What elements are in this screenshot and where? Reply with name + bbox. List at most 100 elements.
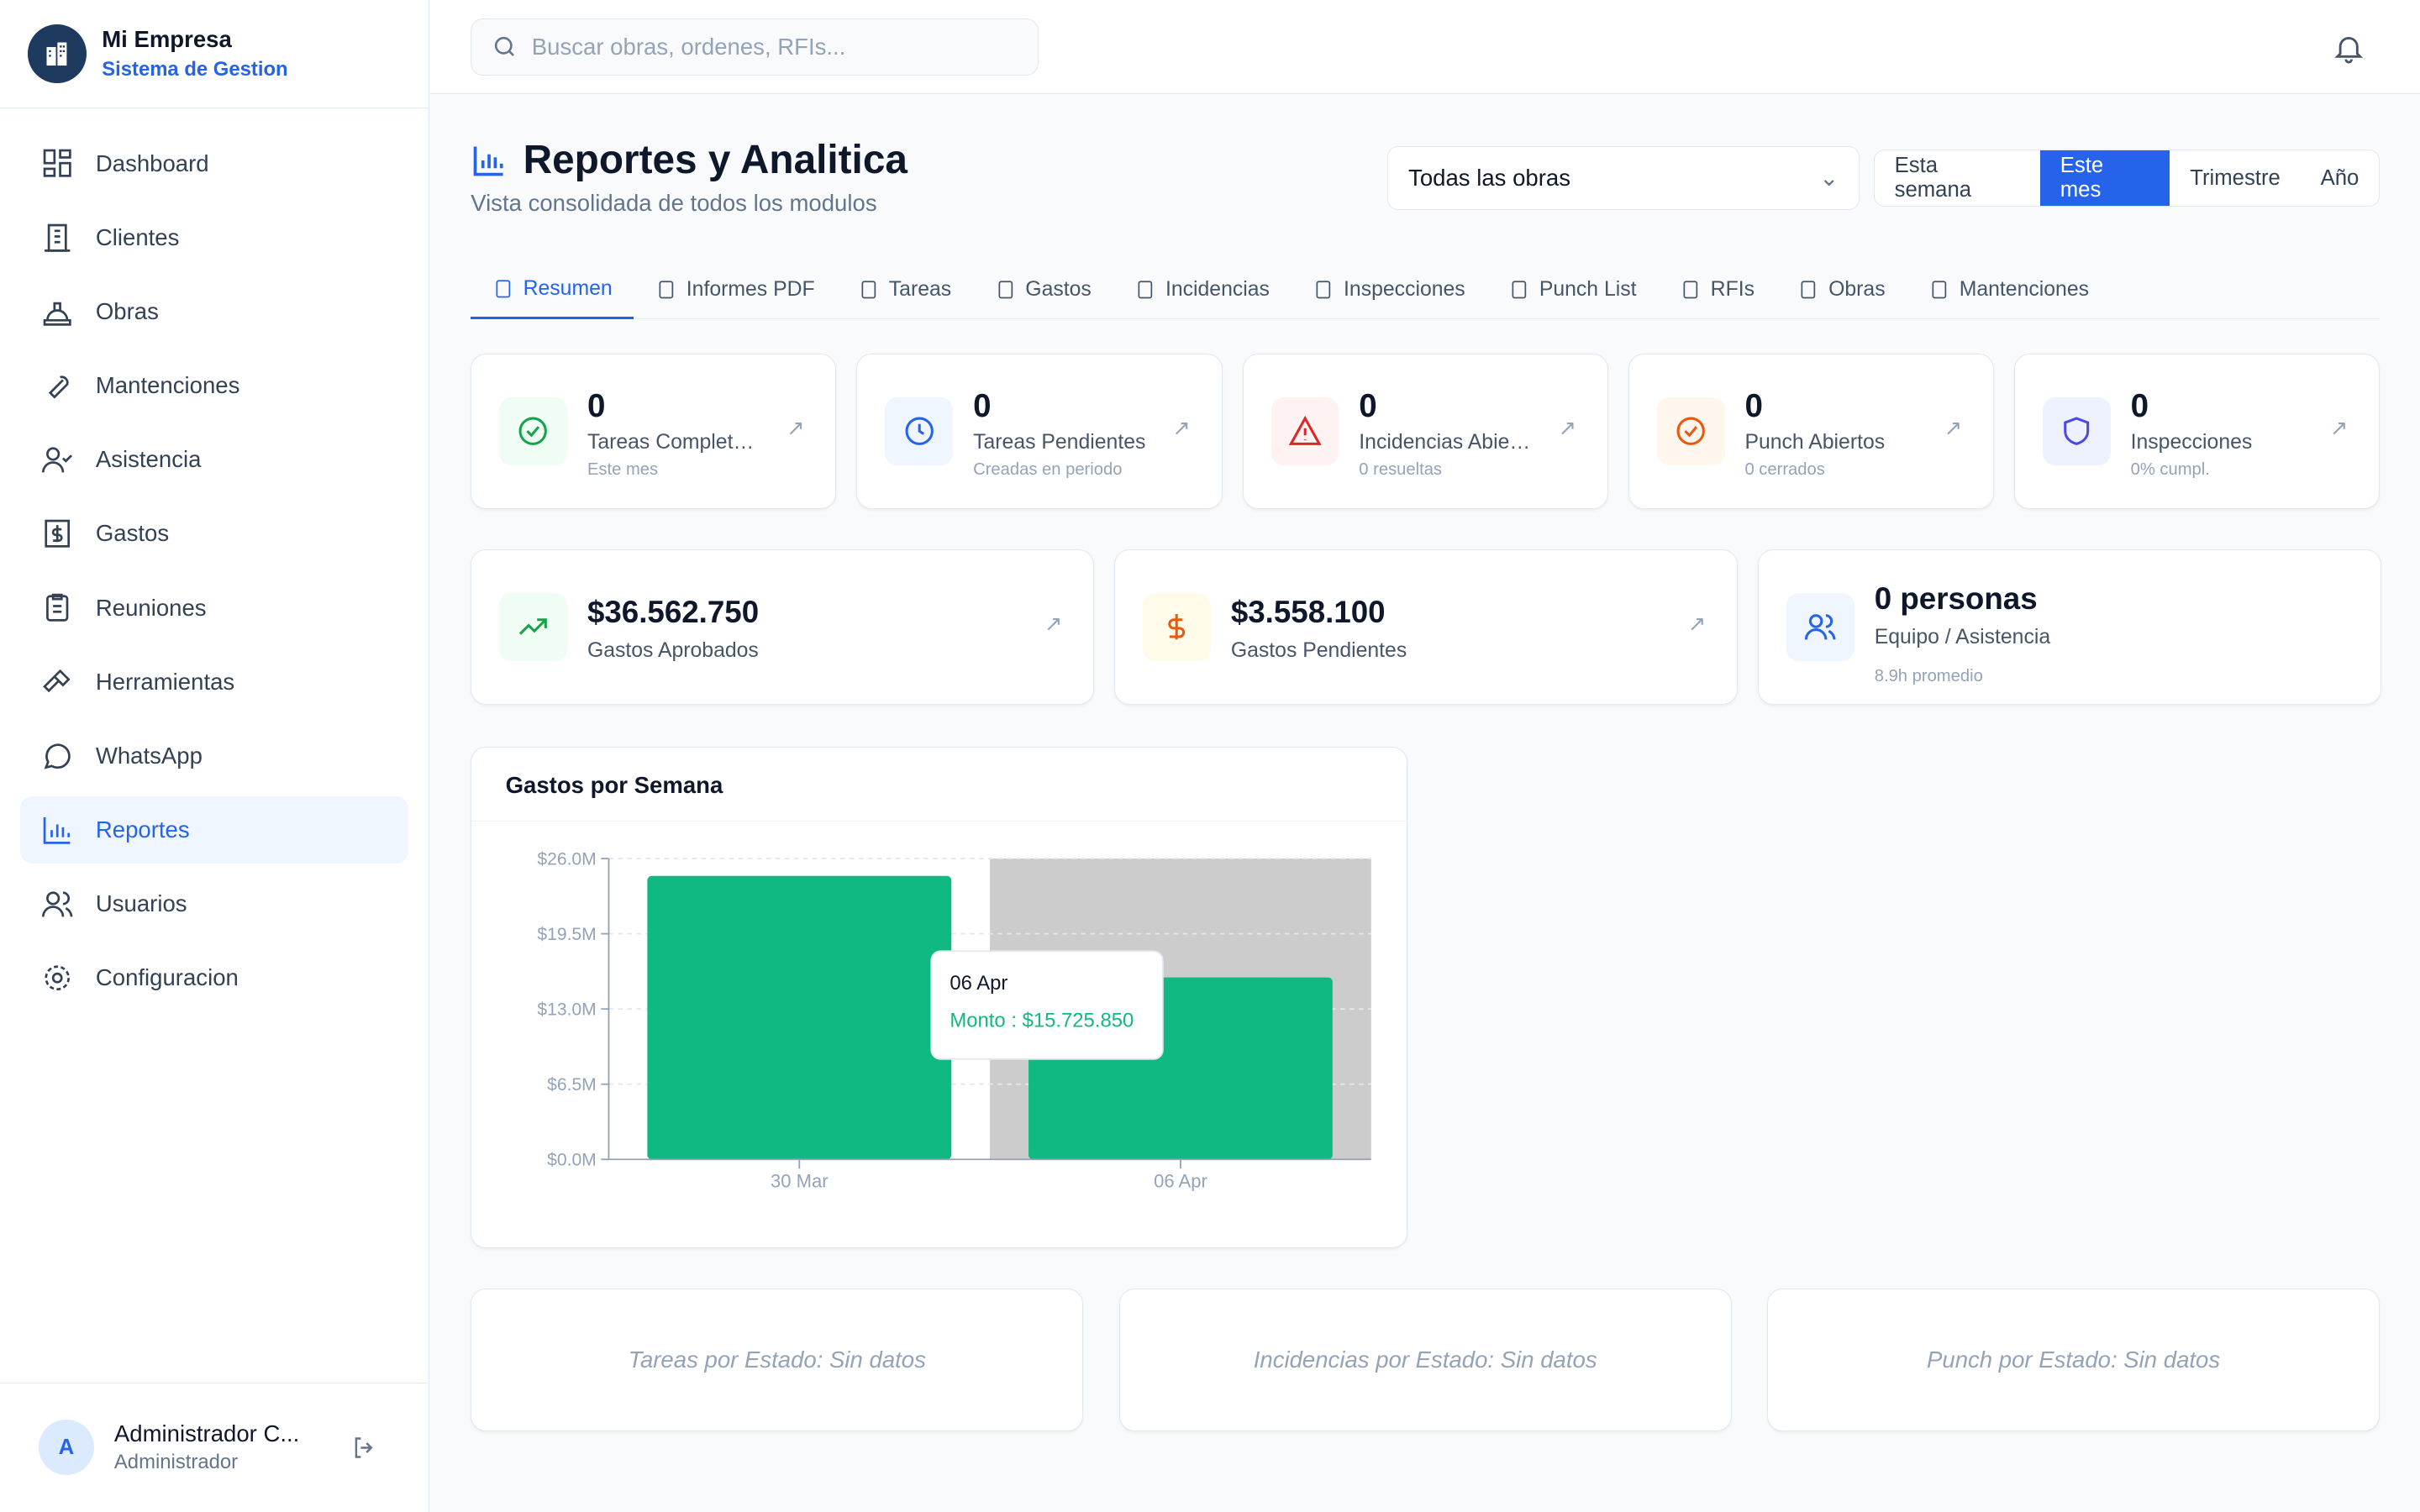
tab-resumen[interactable]: Resumen xyxy=(471,260,634,320)
sidebar-item-label: Herramientas xyxy=(95,668,235,695)
tab-label: Obras xyxy=(1828,278,1886,302)
usuarios-icon xyxy=(41,891,73,917)
tab-rfis[interactable]: RFIs xyxy=(1658,260,1776,319)
sidebar-item-label: Dashboard xyxy=(95,150,209,176)
tab-icon xyxy=(1801,281,1816,299)
kpi-icon xyxy=(885,397,954,465)
sidebar-item-label: Obras xyxy=(95,297,159,324)
tooltip xyxy=(930,950,1164,1060)
tab-punch-list[interactable]: Punch List xyxy=(1486,260,1658,319)
summary-detail: 8.9h promedio xyxy=(1874,667,1983,686)
user-role: Administrador xyxy=(113,1451,239,1474)
summary-card[interactable]: $3.558.100 Gastos Pendientes ↗ xyxy=(1114,549,1739,706)
sidebar-item-mantenciones[interactable]: Mantenciones xyxy=(20,352,408,420)
kpi-card[interactable]: 0 Tareas Pendientes Creadas en periodo ↗ xyxy=(856,353,1223,510)
herramientas-icon xyxy=(42,669,71,692)
period-2[interactable]: Trimestre xyxy=(2190,165,2281,190)
chevron-down-icon: ⌄ xyxy=(1819,165,1839,192)
x-tick-label: 30 Mar xyxy=(771,1170,829,1191)
empty-chart-card: Punch por Estado: Sin datos xyxy=(1767,1288,2381,1432)
tab-informes-pdf[interactable]: Informes PDF xyxy=(634,260,836,319)
mantenciones-icon xyxy=(48,375,69,399)
tab-incidencias[interactable]: Incidencias xyxy=(1113,260,1292,319)
kpi-card[interactable]: 0 Punch Abiertos 0 cerrados ↗ xyxy=(1628,353,1994,510)
tab-icon xyxy=(659,281,674,299)
summary-label: Gastos Aprobados xyxy=(587,639,759,663)
y-tick-label: $6.5M xyxy=(547,1075,597,1095)
empty-chart-card: Tareas por Estado: Sin datos xyxy=(471,1288,1084,1432)
sidebar-item-clientes[interactable]: Clientes xyxy=(20,203,408,271)
summary-icon xyxy=(1143,593,1211,662)
sidebar-item-reportes[interactable]: Reportes xyxy=(19,795,408,864)
kpi-icon xyxy=(499,397,568,465)
avatar[interactable]: A xyxy=(38,1420,95,1476)
tab-inspecciones[interactable]: Inspecciones xyxy=(1292,260,1487,319)
bar-chart-icon xyxy=(473,146,503,176)
empty-chart-card: Incidencias por Estado: Sin datos xyxy=(1118,1288,1732,1432)
user-name: Administrador C... xyxy=(113,1420,300,1447)
gastos-icon xyxy=(45,519,70,548)
arrow-up-right-icon: ↗ xyxy=(1687,612,1707,637)
sidebar-item-whatsapp[interactable]: WhatsApp xyxy=(20,722,408,790)
tooltip-value: Monto : $15.725.850 xyxy=(950,1009,1134,1032)
kpi-card[interactable]: 0 Incidencias Abiertas 0 resueltas ↗ xyxy=(1242,353,1608,510)
sidebar-item-obras[interactable]: Obras xyxy=(20,278,408,346)
summary-icon xyxy=(499,593,568,662)
sidebar-item-asistencia[interactable]: Asistencia xyxy=(20,426,408,494)
period-0[interactable]: Esta semana xyxy=(1894,154,1972,202)
kpi-card[interactable]: 0 Tareas Completadas Este mes ↗ xyxy=(471,353,837,510)
tab-mantenciones[interactable]: Mantenciones xyxy=(1907,260,2110,319)
bell-icon[interactable] xyxy=(2332,31,2365,65)
tab-icon xyxy=(1683,281,1698,299)
main-content: Reportes y Analitica Vista consolidada d… xyxy=(471,94,2381,1432)
page-title-text: Reportes y Analitica xyxy=(523,138,908,183)
kpi-label: Inspecciones xyxy=(2130,431,2253,454)
sidebar-item-reuniones[interactable]: Reuniones xyxy=(20,574,408,642)
whatsapp-icon xyxy=(44,743,71,769)
sidebar-item-label: Reuniones xyxy=(95,594,207,621)
summary-card[interactable]: 0 personas Equipo / Asistencia 8.9h promed… xyxy=(1757,549,2381,706)
period-3[interactable]: Año xyxy=(2320,165,2360,190)
tab-obras[interactable]: Obras xyxy=(1776,260,1907,319)
configuracion-icon xyxy=(45,965,70,991)
sidebar-item-configuracion[interactable]: Configuracion xyxy=(20,944,408,1012)
sidebar: Mi Empresa Sistema de Gestion Dashboard Cl… xyxy=(0,0,429,1512)
logout-icon[interactable] xyxy=(350,1434,378,1462)
tab-icon xyxy=(1138,281,1153,299)
kpi-icon xyxy=(2042,397,2111,465)
search-box[interactable] xyxy=(471,18,1039,76)
building-logo-icon xyxy=(28,24,87,83)
kpi-detail: 0 cerrados xyxy=(1744,460,1825,480)
arrow-up-right-icon: ↗ xyxy=(1172,417,1191,441)
kpi-value: 0 xyxy=(2130,388,2149,424)
tab-tareas[interactable]: Tareas xyxy=(836,260,973,319)
project-select[interactable]: Todas las obras ⌄ xyxy=(1387,146,1860,210)
chart-title: Gastos por Semana xyxy=(471,748,1407,822)
kpi-value: 0 xyxy=(587,388,606,424)
sidebar-item-gastos[interactable]: Gastos xyxy=(20,500,408,568)
tab-icon xyxy=(496,280,511,298)
period-1[interactable]: Este mes xyxy=(2039,150,2170,207)
project-select-value: Todas las obras xyxy=(1408,165,1570,192)
summary-value: 0 personas xyxy=(1874,580,2038,616)
arrow-up-right-icon: ↗ xyxy=(1558,417,1577,441)
search-input[interactable] xyxy=(531,34,995,60)
reportes-icon xyxy=(43,816,71,844)
clientes-icon xyxy=(44,223,71,252)
tab-icon xyxy=(998,281,1013,299)
page-subtitle: Vista consolidada de todos los modulos xyxy=(471,189,877,216)
summary-card[interactable]: $36.562.750 Gastos Aprobados ↗ xyxy=(471,549,1095,706)
tab-label: Tareas xyxy=(888,278,952,302)
kpi-card[interactable]: 0 Inspecciones 0% cumpl. ↗ xyxy=(2013,353,2381,510)
tab-gastos[interactable]: Gastos xyxy=(973,260,1113,319)
sidebar-item-herramientas[interactable]: Herramientas xyxy=(20,648,408,716)
sidebar-item-dashboard[interactable]: Dashboard xyxy=(20,129,408,197)
chart-gastos-por-semana: Gastos por Semana $0.0M $6.5M $13.0M $19.5M… xyxy=(471,746,1408,1248)
sidebar-item-label: Usuarios xyxy=(95,890,187,917)
page-title: Reportes y Analitica xyxy=(471,137,2380,183)
sidebar-item-usuarios[interactable]: Usuarios xyxy=(20,870,408,938)
bar[interactable] xyxy=(647,875,952,1160)
tab-icon xyxy=(1512,281,1527,299)
arrow-up-right-icon: ↗ xyxy=(2329,417,2349,441)
sidebar-item-label: Asistencia xyxy=(95,446,202,473)
